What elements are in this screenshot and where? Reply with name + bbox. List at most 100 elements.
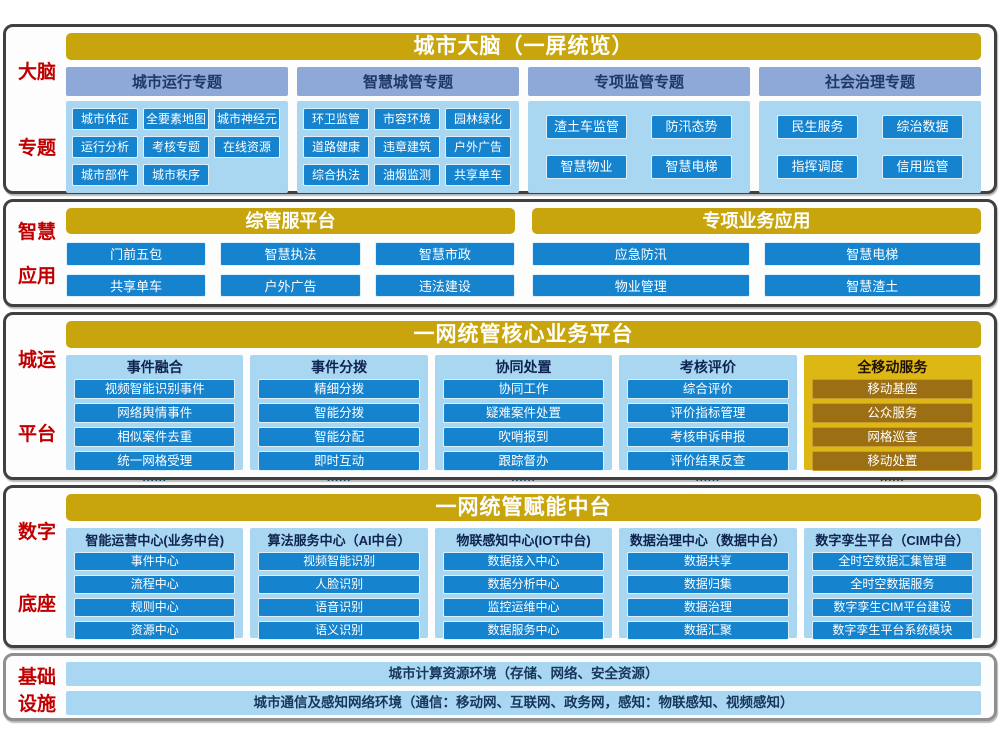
band-label-line: 智慧	[17, 221, 56, 243]
function-chip: 移动处置	[811, 451, 974, 471]
topic-chip: 油烟监测	[373, 164, 440, 186]
center-cim-middle-platform: 数字孪生平台（CIM中台） 全时空数据汇集管理 全时空数据服务 数字孪生CIM平台建…	[803, 528, 982, 640]
topic-column-header: 智慧城管专题	[297, 67, 519, 96]
infra-network-environment: 城市通信及感知网络环境（通信：移动网、互联网、政务网，感知：物联感知、视频感知）	[66, 691, 981, 715]
band-label-line: 平台	[17, 424, 56, 446]
capability-chip: 人脸识别	[258, 575, 420, 594]
module-items: 精细分拨 智能分拨 智能分配 即时互动	[258, 379, 420, 471]
group-title: 专项业务应用	[532, 208, 981, 234]
topic-chip: 综合执法	[303, 164, 369, 186]
band-infrastructure: 基础 设施 城市计算资源环境（存储、网络、安全资源） 城市通信及感知网络环境（通…	[3, 653, 997, 721]
topic-chip: 城市体征	[72, 108, 138, 130]
band-label-line: 专题	[17, 137, 56, 159]
topic-panel: 环卫监管 市容环境 园林绿化 道路健康 违章建筑 户外广告 综合执法 油烟监测 共享单车	[297, 101, 519, 193]
group-special-business-apps: 专项业务应用 应急防汛 智慧电梯 物业管理 智慧渣土	[532, 208, 981, 297]
infra-computing-environment: 城市计算资源环境（存储、网络、安全资源）	[66, 662, 981, 686]
band-label-line: 设施	[17, 694, 56, 715]
group-items: 门前五包 智慧执法 智慧市政 共享单车 户外广告 违法建设	[66, 242, 515, 297]
module-items: 综合评价 评价指标管理 考核申诉申报 评价结果反查	[627, 379, 789, 471]
band-label-line: 应用	[17, 266, 56, 288]
topic-chip: 渣土车监管	[546, 115, 627, 139]
module-event-dispatch: 事件分拨 精细分拨 智能分拨 智能分配 即时互动 ......	[250, 355, 428, 484]
capability-chip: 全时空数据服务	[811, 575, 974, 594]
capability-chip: 数据治理	[627, 598, 789, 617]
topic-chip: 全要素地图	[142, 108, 209, 130]
center-items: 事件中心 流程中心 规则中心 资源中心	[74, 552, 236, 640]
group-items: 应急防汛 智慧电梯 物业管理 智慧渣土	[532, 242, 981, 297]
topic-chip: 考核专题	[142, 136, 209, 158]
function-chip: 移动基座	[811, 379, 974, 399]
topic-panel: 民生服务 综治数据 指挥调度 信用监管	[759, 101, 981, 193]
function-chip: 评价结果反查	[627, 451, 789, 471]
center-title: 智能运营中心(业务中台)	[85, 533, 225, 548]
function-chip: 智能分配	[258, 427, 420, 447]
center-business-middle-platform: 智能运营中心(业务中台) 事件中心 流程中心 规则中心 资源中心	[66, 528, 244, 640]
module-title: 事件分拨	[311, 359, 368, 375]
center-title: 数据治理中心（数据中台）	[629, 533, 786, 548]
topic-chip: 信用监管	[882, 155, 963, 179]
function-chip: 评价指标管理	[627, 403, 789, 423]
topic-chip: 智慧电梯	[651, 155, 732, 179]
application-chip: 物业管理	[532, 273, 750, 297]
core-platform-title: 一网统管核心业务平台	[66, 321, 981, 348]
capability-chip: 数字孪生平台系统模块	[811, 621, 974, 640]
module-title: 协同处置	[495, 359, 552, 375]
capability-chip: 数据汇聚	[627, 621, 789, 640]
topic-column-header: 专项监管专题	[528, 67, 750, 96]
topic-chip: 户外广告	[444, 136, 511, 158]
function-chip: 智能分拨	[258, 403, 420, 423]
function-chip: 精细分拨	[258, 379, 420, 399]
function-chip: 协同工作	[442, 379, 605, 399]
band-label-line: 底座	[17, 593, 56, 615]
function-chip: 综合评价	[627, 379, 789, 399]
application-chip: 违法建设	[374, 273, 515, 297]
module-title: 全移动服务	[857, 359, 928, 375]
capability-chip: 数据接入中心	[442, 552, 605, 571]
topic-chip: 城市部件	[72, 164, 138, 186]
topic-chip: 违章建筑	[373, 136, 440, 158]
function-chip: 吹哨报到	[442, 427, 605, 447]
center-items: 数据接入中心 数据分析中心 监控运维中心 数据服务中心	[442, 552, 605, 640]
module-items: 移动基座公众服务网格巡查移动处置	[811, 379, 974, 471]
capability-chip: 语义识别	[258, 621, 420, 640]
middle-platform-title: 一网统管赋能中台	[66, 494, 981, 521]
capability-chip: 视频智能识别	[258, 552, 420, 571]
center-title: 数字孪生平台（CIM中台）	[815, 533, 970, 548]
ellipsis: ......	[695, 472, 721, 484]
capability-chip: 事件中心	[74, 552, 236, 571]
topic-chip: 城市神经元	[213, 108, 280, 130]
module-assessment-evaluation: 考核评价 综合评价 评价指标管理 考核申诉申报 评价结果反查 ......	[619, 355, 797, 484]
function-chip: 公众服务	[811, 403, 974, 423]
topic-column-header: 社会治理专题	[759, 67, 981, 96]
capability-chip: 数字孪生CIM平台建设	[811, 598, 974, 617]
module-collaborative-handling: 协同处置 协同工作 疑难案件处置 吹哨报到 跟踪督办 ......	[434, 355, 613, 484]
application-chip: 智慧执法	[220, 242, 361, 266]
application-chip: 门前五包	[66, 242, 207, 266]
topic-chip: 运行分析	[72, 136, 138, 158]
band-core-business-platform: 城运 平台 一网统管核心业务平台 事件融合 视频智能识别事件 网络舆情事件 相似案件…	[3, 312, 997, 484]
center-iot-middle-platform: 物联感知中心(IOT中台) 数据接入中心 数据分析中心 监控运维中心 数据服务中心	[434, 528, 613, 640]
topic-column-city-operation: 城市运行专题 城市体征 全要素地图 城市神经元 运行分析 考核专题 在线资源 城市部件 城市秩…	[66, 67, 288, 193]
capability-chip: 监控运维中心	[442, 598, 605, 617]
band-core-label: 城运 平台	[8, 321, 66, 470]
band-label-line: 城运	[17, 349, 56, 371]
band-brain-label: 大脑 专题	[8, 33, 66, 184]
application-chip: 户外广告	[220, 273, 361, 297]
capability-chip: 数据分析中心	[442, 575, 605, 594]
topic-chip: 防汛态势	[651, 115, 732, 139]
center-title: 算法服务中心（AI中台）	[267, 533, 411, 548]
capability-chip: 全时空数据汇集管理	[811, 552, 974, 571]
function-chip: 网格巡查	[811, 427, 974, 447]
topic-chip: 智慧物业	[546, 155, 627, 179]
topic-column-special-supervision: 专项监管专题 渣土车监管 防汛态势 智慧物业 智慧电梯	[528, 67, 750, 193]
topic-chip: 园林绿化	[444, 108, 511, 130]
function-chip: 统一网格受理	[74, 451, 236, 471]
topic-chip: 市容环境	[373, 108, 440, 130]
application-chip: 智慧电梯	[763, 242, 981, 266]
application-chip: 智慧市政	[374, 242, 515, 266]
center-data-middle-platform: 数据治理中心（数据中台） 数据共享 数据归集 数据治理 数据汇聚	[619, 528, 797, 640]
function-chip: 网络舆情事件	[74, 403, 236, 423]
topic-panel: 渣土车监管 防汛态势 智慧物业 智慧电梯	[528, 101, 750, 193]
band-digital-foundation: 数字 底座 一网统管赋能中台 智能运营中心(业务中台) 事件中心 流程中心 规则中心…	[3, 485, 997, 648]
topic-column-header: 城市运行专题	[66, 67, 288, 96]
